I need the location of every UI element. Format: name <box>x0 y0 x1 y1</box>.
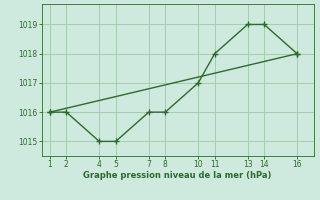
X-axis label: Graphe pression niveau de la mer (hPa): Graphe pression niveau de la mer (hPa) <box>84 171 272 180</box>
